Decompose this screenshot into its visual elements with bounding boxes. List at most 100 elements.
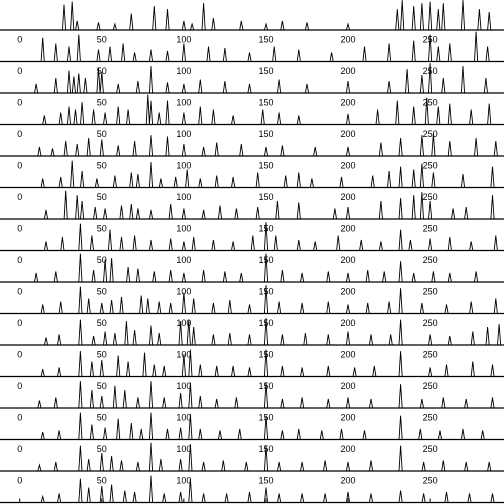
- x-tick-label: 0: [17, 161, 22, 171]
- x-tick-label: 50: [97, 98, 107, 108]
- x-tick-label: 250: [423, 476, 438, 486]
- x-tick-label: 100: [176, 224, 191, 234]
- x-tick-label: 150: [258, 476, 273, 486]
- x-tick-label: 200: [341, 350, 356, 360]
- x-tick-label: 100: [176, 287, 191, 297]
- spectrum-trace-12: [0, 349, 504, 377]
- x-tick-label: 0: [17, 476, 22, 486]
- x-tick-label: 200: [341, 35, 356, 45]
- x-tick-label: 0: [17, 318, 22, 328]
- x-tick-label: 100: [176, 413, 191, 423]
- x-tick-label: 250: [423, 381, 438, 391]
- x-tick-label: 200: [341, 413, 356, 423]
- panel-2: 0 50 100 150 200 250: [0, 31, 504, 63]
- x-tick-label: 100: [176, 350, 191, 360]
- panel-14: 0 50 100 150 200 250: [0, 413, 504, 441]
- panel-3: 0 50 100 150 200 250: [0, 63, 504, 94]
- x-tick-label: 200: [341, 161, 356, 171]
- x-tick-label: 150: [258, 129, 273, 139]
- x-tick-label: 100: [176, 318, 191, 328]
- x-tick-label: 250: [423, 413, 438, 423]
- x-tick-label: 0: [17, 287, 22, 297]
- x-tick-label: 150: [258, 98, 273, 108]
- x-tick-label: 50: [97, 413, 107, 423]
- x-tick-label: 50: [97, 381, 107, 391]
- x-tick-label: 150: [258, 66, 273, 76]
- x-tick-label: 50: [97, 161, 107, 171]
- x-tick-label: 150: [258, 318, 273, 328]
- x-tick-label: 250: [423, 224, 438, 234]
- x-tick-label: 150: [258, 413, 273, 423]
- spectrum-trace-11: [0, 318, 504, 346]
- x-tick-label: 150: [258, 161, 273, 171]
- x-tick-label: 100: [176, 381, 191, 391]
- x-tick-label: 0: [17, 444, 22, 454]
- x-tick-label: 250: [423, 129, 438, 139]
- x-tick-label: 200: [341, 66, 356, 76]
- x-tick-label: 200: [341, 476, 356, 486]
- x-tick-label: 200: [341, 318, 356, 328]
- x-tick-label: 200: [341, 381, 356, 391]
- x-tick-label: 150: [258, 287, 273, 297]
- x-tick-label: 0: [17, 224, 22, 234]
- panel-5: 0 50 100 150 200 250: [0, 129, 504, 157]
- x-tick-label: 200: [341, 287, 356, 297]
- x-tick-label: 50: [97, 318, 107, 328]
- x-tick-label: 0: [17, 192, 22, 202]
- x-tick-label: 0: [17, 35, 22, 45]
- x-tick-label: 150: [258, 192, 273, 202]
- x-tick-label: 250: [423, 255, 438, 265]
- x-tick-label: 250: [423, 161, 438, 171]
- spectrum-trace-4: [0, 94, 504, 125]
- x-tick-label: 50: [97, 35, 107, 45]
- x-tick-label: 250: [423, 98, 438, 108]
- x-tick-label: 200: [341, 444, 356, 454]
- spectrum-trace-8: [0, 222, 504, 251]
- x-tick-label: 100: [176, 129, 191, 139]
- panel-12: 0 50 100 150 200 250: [0, 349, 504, 378]
- panel-6: 0 50 100 150 200 250: [0, 161, 504, 189]
- panel-1: [0, 0, 504, 31]
- x-tick-label: 200: [341, 129, 356, 139]
- x-tick-label: 200: [341, 255, 356, 265]
- x-tick-label: 250: [423, 35, 438, 45]
- x-tick-label: 50: [97, 224, 107, 234]
- panel-11: 0 50 100 150 200 250: [0, 318, 504, 346]
- panel-10: 0 50 100 150 200 250: [0, 285, 504, 315]
- x-tick-label: 100: [176, 161, 191, 171]
- x-tick-label: 50: [97, 476, 107, 486]
- x-tick-label: 100: [176, 476, 191, 486]
- x-tick-label: 150: [258, 444, 273, 454]
- x-tick-label: 200: [341, 192, 356, 202]
- x-tick-label: 100: [176, 98, 191, 108]
- x-tick-label: 0: [17, 413, 22, 423]
- x-tick-label: 50: [97, 255, 107, 265]
- x-tick-label: 250: [423, 287, 438, 297]
- x-tick-label: 50: [97, 129, 107, 139]
- x-tick-label: 100: [176, 35, 191, 45]
- x-tick-label: 150: [258, 35, 273, 45]
- panel-9: 0 50 100 150 200 250: [0, 253, 504, 283]
- x-tick-label: 250: [423, 444, 438, 454]
- x-tick-label: 250: [423, 192, 438, 202]
- x-tick-label: 150: [258, 255, 273, 265]
- x-tick-label: 200: [341, 224, 356, 234]
- panel-7: 0 50 100 150 200 250: [0, 190, 504, 220]
- x-tick-label: 200: [341, 98, 356, 108]
- x-tick-label: 100: [176, 192, 191, 202]
- x-tick-label: 100: [176, 444, 191, 454]
- x-tick-label: 250: [423, 318, 438, 328]
- x-tick-label: 50: [97, 350, 107, 360]
- x-tick-label: 150: [258, 350, 273, 360]
- x-tick-label: 0: [17, 255, 22, 265]
- x-tick-label: 150: [258, 224, 273, 234]
- x-tick-label: 0: [17, 129, 22, 139]
- x-tick-label: 0: [17, 98, 22, 108]
- x-tick-label: 50: [97, 192, 107, 202]
- x-tick-label: 100: [176, 66, 191, 76]
- x-tick-label: 0: [17, 381, 22, 391]
- x-tick-label: 0: [17, 66, 22, 76]
- panel-4: 0 50 100 150 200 250: [0, 94, 504, 126]
